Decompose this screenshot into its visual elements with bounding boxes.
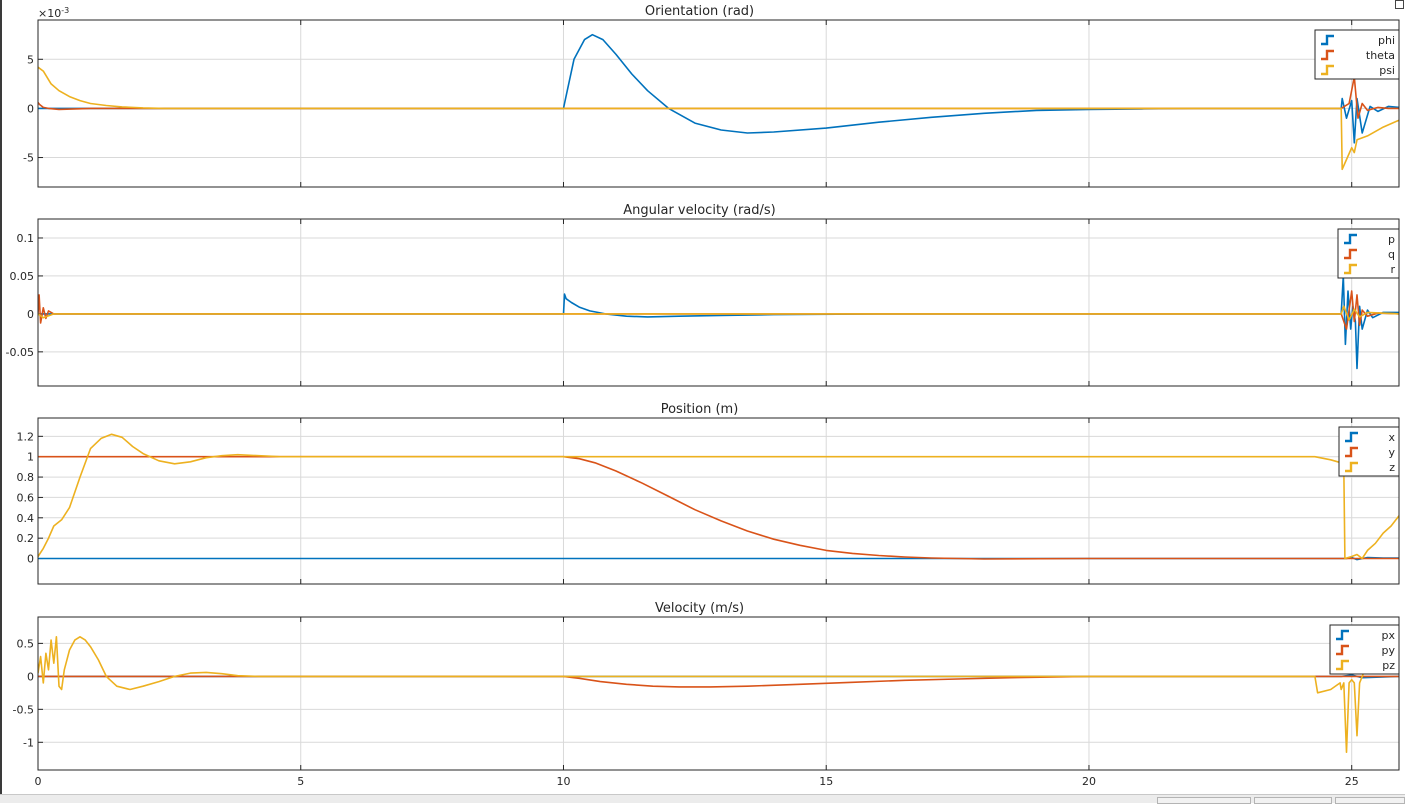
- exponent-label: ×10-3: [38, 6, 69, 20]
- y-tick-label: 0.4: [17, 512, 35, 525]
- y-tick-label: 0: [27, 308, 34, 321]
- series-line-psi: [38, 66, 1399, 171]
- legend-swatch-px: [1336, 629, 1349, 641]
- legend-swatch-pz: [1336, 659, 1349, 671]
- axes-box: [37, 218, 1400, 387]
- y-tick-label: 0.6: [17, 491, 35, 504]
- y-tick-label: 0.2: [17, 532, 35, 545]
- legend-label-y: y: [1388, 446, 1395, 459]
- legend-swatch-p: [1344, 233, 1357, 245]
- subplot-title: Orientation (rad): [645, 4, 754, 19]
- y-tick-label: 0: [27, 102, 34, 115]
- exponent-power: -3: [61, 6, 69, 15]
- legend-label-px: px: [1382, 629, 1396, 642]
- y-tick-label: 0: [27, 670, 34, 683]
- series-group: [38, 33, 1399, 171]
- series-line-r: [38, 305, 1399, 321]
- legend: pqr: [1337, 228, 1400, 279]
- series-group: [38, 275, 1399, 370]
- subplot-position: Position (m) 1.2 1 0.8 0.6 0.4 0.2 0 xyz: [17, 402, 1400, 585]
- x-tick-label: 10: [556, 775, 570, 788]
- legend-label-theta: theta: [1366, 49, 1395, 62]
- legend-swatch-r: [1344, 263, 1357, 275]
- subplot-velocity: Velocity (m/s) 0 5 10 15 20 25 0.5 0 -0.5 -1 px py pz: [13, 601, 1400, 788]
- legend-label-p: p: [1388, 233, 1395, 246]
- legend-label-py: py: [1382, 644, 1396, 657]
- series-line-py: [38, 675, 1399, 688]
- legend-swatch-y: [1345, 446, 1358, 458]
- legend-label-r: r: [1390, 263, 1395, 276]
- legend-swatch-z: [1345, 461, 1358, 473]
- legend-swatch-theta: [1321, 49, 1334, 61]
- subplot-angular-velocity: Angular velocity (rad/s) 0.1 0.05 0 -0.05 pqr: [6, 203, 1400, 387]
- subplot-title: Position (m): [661, 402, 739, 417]
- y-tick-label: 5: [27, 53, 34, 66]
- y-tick-label: 0.5: [17, 637, 35, 650]
- axes-frame: [37, 616, 1400, 771]
- series-line-z: [38, 433, 1399, 560]
- legend-label-x: x: [1388, 431, 1395, 444]
- x-tick-label: 5: [297, 775, 304, 788]
- legend-box: [1338, 426, 1400, 477]
- x-tick-label: 25: [1345, 775, 1359, 788]
- x-tick-label: 0: [35, 775, 42, 788]
- y-tick-label: 0.05: [10, 270, 35, 283]
- x-tick-label: 15: [819, 775, 833, 788]
- legend-label-psi: psi: [1379, 64, 1395, 77]
- y-tick-label: 1: [27, 451, 34, 464]
- subplot-title: Velocity (m/s): [655, 601, 744, 616]
- status-cell-mid: [1254, 797, 1332, 804]
- undock-icon[interactable]: [1395, 0, 1404, 9]
- series-line-y: [38, 455, 1399, 560]
- legend: phi theta psi: [1314, 29, 1400, 80]
- legend-swatch-q: [1344, 248, 1357, 260]
- legend-box: [1337, 228, 1400, 279]
- legend: px py pz: [1329, 624, 1400, 675]
- legend-swatch-psi: [1321, 64, 1334, 76]
- x-tick-label: 20: [1082, 775, 1096, 788]
- y-tick-label: 1.2: [17, 430, 35, 443]
- legend-label-q: q: [1388, 248, 1395, 261]
- legend-label-z: z: [1389, 461, 1395, 474]
- axes-box: [37, 19, 1400, 188]
- legend: xyz: [1338, 426, 1400, 477]
- series-line-pz: [38, 632, 1399, 754]
- window-edge: [0, 0, 2, 802]
- subplot-title: Angular velocity (rad/s): [623, 203, 775, 218]
- subplot-orientation: Orientation (rad) ×10-3 5 0 -5 phi theta psi: [23, 4, 1400, 188]
- y-tick-label: 0.8: [17, 471, 35, 484]
- y-tick-label: 0: [27, 553, 34, 566]
- axes-frame: [37, 218, 1400, 387]
- series-line-phi: [38, 33, 1399, 144]
- y-tick-label: 0.1: [17, 232, 35, 245]
- legend-label-phi: phi: [1378, 34, 1395, 47]
- axes-frame: [37, 19, 1400, 188]
- legend-swatch-py: [1336, 644, 1349, 656]
- series-group: [38, 433, 1399, 561]
- axes-box: [37, 616, 1400, 771]
- legend-box: [1314, 29, 1400, 80]
- series-group: [38, 632, 1399, 754]
- legend-label-pz: pz: [1382, 659, 1395, 672]
- status-cell-right: [1335, 797, 1405, 804]
- legend-swatch-phi: [1321, 34, 1334, 46]
- y-tick-label: -5: [23, 152, 34, 165]
- legend-swatch-x: [1345, 431, 1358, 443]
- y-tick-label: -0.5: [13, 703, 34, 716]
- y-tick-label: -0.05: [6, 346, 34, 359]
- axes-frame: [37, 417, 1400, 585]
- status-cell-left: [1157, 797, 1251, 804]
- y-tick-label: -1: [23, 736, 34, 749]
